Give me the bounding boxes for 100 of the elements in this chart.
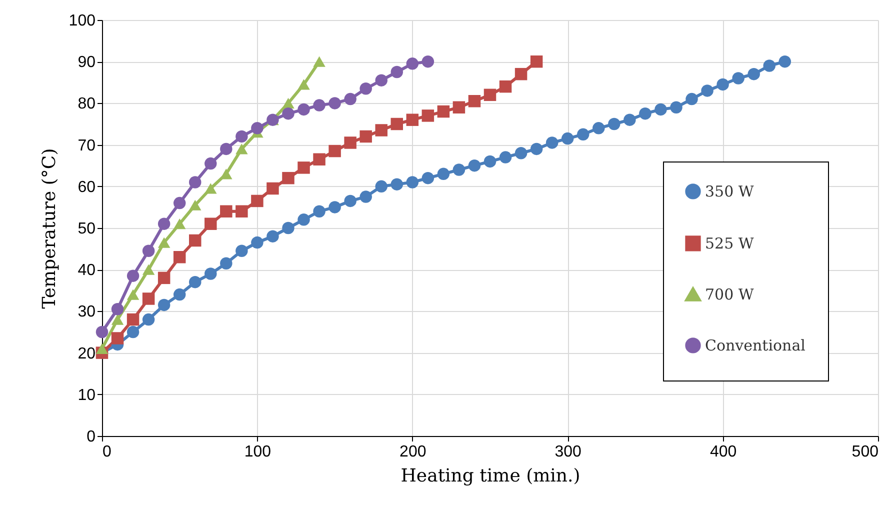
point: [173, 288, 186, 301]
point: [236, 244, 248, 257]
point: [158, 272, 170, 284]
point: [530, 55, 543, 68]
point: [514, 68, 528, 80]
point: [298, 214, 310, 226]
point: [282, 172, 294, 184]
y-tick-label: 50: [78, 220, 96, 238]
point: [204, 268, 217, 280]
point: [173, 196, 186, 210]
y-tick-label: 90: [78, 54, 96, 72]
x-tick-label: 400: [710, 444, 737, 460]
point: [173, 218, 186, 230]
point: [624, 114, 636, 126]
point: [654, 103, 667, 116]
point: [298, 162, 310, 174]
point: [608, 118, 620, 130]
point: [360, 190, 372, 203]
point: [251, 236, 264, 249]
point: [220, 257, 232, 270]
point: [344, 92, 356, 106]
point: [468, 159, 481, 172]
point: [576, 128, 590, 141]
point: [282, 98, 294, 109]
point: [220, 205, 232, 218]
point: [422, 172, 434, 184]
point: [142, 264, 155, 275]
point: [126, 313, 140, 326]
point: [266, 182, 279, 195]
point: [142, 244, 155, 257]
y-tick-label: 0: [86, 428, 96, 446]
point: [499, 80, 512, 93]
point: [422, 55, 434, 68]
point: [701, 84, 714, 97]
point: [328, 97, 341, 110]
point: [111, 314, 124, 325]
point: [266, 230, 279, 242]
point: [716, 78, 729, 91]
point: [344, 194, 356, 208]
point: [452, 101, 466, 114]
y-tick-label: 10: [78, 386, 96, 404]
point: [313, 205, 326, 218]
point: [437, 105, 450, 118]
y-tick-label: 30: [78, 304, 96, 321]
y-axis-title: Temperature (°C): [38, 148, 60, 309]
x-tick-label: 100: [244, 444, 272, 460]
point: [592, 122, 605, 134]
point: [188, 276, 202, 288]
point: [236, 130, 248, 143]
point: [282, 222, 294, 234]
x-axis-title: Heating time (min.): [400, 466, 580, 486]
point: [360, 82, 372, 95]
point: [514, 147, 528, 160]
x-tick-label: 200: [400, 444, 426, 460]
point: [390, 66, 404, 78]
point: [763, 60, 776, 72]
point: [686, 92, 698, 106]
point: [188, 176, 202, 188]
point: [422, 110, 434, 122]
point: [748, 68, 760, 80]
point: [204, 218, 217, 230]
point: [298, 103, 310, 116]
point: [158, 298, 170, 312]
point: [142, 313, 155, 326]
point: [484, 88, 496, 102]
point: [111, 303, 124, 316]
legend-label: Conventional: [705, 336, 806, 354]
point: [158, 218, 170, 230]
y-tick-label: 70: [78, 137, 96, 154]
point: [406, 176, 419, 188]
point: [251, 194, 264, 208]
legend-label: 350 W: [705, 182, 754, 200]
point: [670, 101, 682, 114]
point: [639, 107, 652, 120]
point: [220, 142, 232, 156]
point: [328, 144, 341, 158]
point: [484, 155, 496, 168]
point: [173, 250, 186, 264]
x-tick-label: 300: [554, 444, 582, 460]
point: [188, 234, 202, 247]
y-tick-label: 40: [78, 262, 96, 280]
point: [375, 180, 388, 193]
x-tick-label: 0: [102, 444, 112, 460]
y-tick-label: 100: [68, 12, 96, 30]
legend-label: 700 W: [705, 285, 754, 304]
point: [546, 136, 558, 149]
x-tick-label: 500: [852, 444, 879, 460]
point: [778, 55, 792, 68]
point: [328, 201, 341, 214]
y-tick-label: 80: [78, 96, 96, 113]
point: [158, 237, 170, 248]
point: [204, 157, 217, 170]
point: [111, 332, 124, 344]
point: [406, 58, 419, 70]
point: [344, 136, 356, 149]
point: [406, 114, 419, 126]
point: [96, 326, 108, 338]
y-tick-label: 20: [78, 345, 96, 362]
point: [313, 99, 326, 112]
point: [561, 132, 574, 145]
